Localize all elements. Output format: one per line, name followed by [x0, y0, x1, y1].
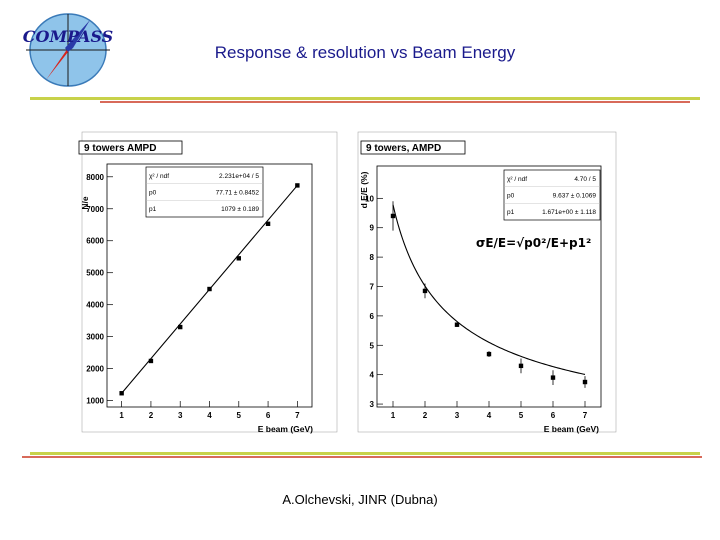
response-header: 9 towers AMPD: [84, 143, 156, 154]
resolution-data-point: [486, 351, 492, 357]
resolution-data-point: [454, 322, 460, 327]
resolution-chart: 9 towers, AMPD 1 2 3 4 5 6 7 3 4 5 6 7 8 9 10 χ² / ndf…: [357, 131, 617, 434]
response-xtick-label: 6: [266, 411, 271, 420]
resolution-ytick-label: 7: [370, 283, 375, 292]
resolution-ytick-label: 4: [370, 371, 375, 380]
response-ytick-label: 2000: [86, 365, 104, 374]
response-xtick-label: 3: [178, 411, 183, 420]
response-xtick-label: 5: [237, 411, 242, 420]
logo-text: COMPASS: [23, 27, 113, 46]
resolution-xtick-label: 1: [391, 411, 396, 420]
response-stat-value: 1079 ± 0.189: [221, 206, 259, 213]
resolution-data-point: [518, 363, 524, 369]
resolution-xtick-label: 6: [551, 411, 556, 420]
resolution-xtick-label: 5: [519, 411, 524, 420]
resolution-ytick-label: 9: [370, 224, 375, 233]
response-data-point: [207, 286, 212, 292]
response-ytick-label: 1000: [86, 397, 104, 406]
resolution-ytick-label: 3: [370, 400, 375, 409]
resolution-data-point: [390, 213, 396, 219]
response-xtick-label: 7: [295, 411, 300, 420]
response-chart: 9 towers AMPD 1 2 3 4 5 6 7 1000 2000 3000 4000 500…: [78, 131, 338, 434]
response-ytick-label: 4000: [86, 301, 104, 310]
resolution-ytick-label: 5: [370, 341, 375, 350]
response-data-point: [236, 256, 241, 261]
response-stat-value: 2.231e+04 / 5: [219, 173, 259, 180]
top-rule: [30, 97, 700, 100]
response-xtick-label: 2: [149, 411, 154, 420]
resolution-stats-box: [503, 169, 601, 221]
resolution-stat-value: 4.70 / 5: [574, 176, 596, 183]
response-ylabel: N/e: [80, 196, 90, 210]
response-data-point: [148, 358, 154, 364]
resolution-ylabel: d E/E (%): [359, 171, 369, 208]
response-ytick-label: 3000: [86, 333, 104, 342]
resolution-ytick-label: 6: [370, 312, 375, 321]
response-stats-box: [145, 166, 264, 218]
bottom-rule-accent: [22, 456, 702, 458]
resolution-header: 9 towers, AMPD: [366, 143, 441, 154]
response-ytick-label: 7000: [86, 205, 104, 214]
response-stat-value: 77.71 ± 0.8452: [216, 190, 260, 197]
resolution-data-point: [550, 375, 556, 380]
resolution-stat-value: 1.671e+00 ± 1.118: [542, 209, 596, 216]
response-ytick-label: 5000: [86, 269, 104, 278]
resolution-xtick-label: 3: [455, 411, 460, 420]
response-data-point: [119, 391, 124, 396]
response-xtick-label: 1: [119, 411, 124, 420]
resolution-header-box: [360, 140, 466, 155]
response-ytick-label: 8000: [86, 173, 104, 182]
resolution-stat-label: p1: [507, 209, 515, 216]
resolution-xtick-label: 2: [423, 411, 428, 420]
slide-footer: A.Olchevski, JINR (Dubna): [282, 492, 438, 507]
resolution-xtick-label: 4: [487, 411, 492, 420]
resolution-xlabel: E beam (GeV): [544, 424, 599, 434]
response-stat-label: p1: [149, 206, 157, 213]
resolution-data-point: [422, 288, 428, 294]
resolution-stat-label: χ² / ndf: [507, 176, 527, 183]
resolution-ytick-label: 10: [365, 194, 374, 203]
response-data-point: [178, 324, 183, 330]
response-xtick-label: 4: [207, 411, 212, 420]
resolution-formula: σE/E=√p0²/E+p1²: [476, 236, 591, 250]
resolution-ytick-label: 8: [370, 253, 375, 262]
bottom-rule: [30, 452, 700, 455]
resolution-stat-value: 9.637 ± 0.1069: [553, 193, 597, 200]
resolution-data-point: [582, 379, 588, 385]
resolution-xtick-label: 7: [583, 411, 588, 420]
compass-logo: COMPASS: [23, 13, 113, 87]
slide-title: Response & resolution vs Beam Energy: [214, 43, 516, 62]
top-rule-accent: [100, 101, 690, 103]
response-xlabel: E beam (GeV): [258, 424, 313, 434]
response-header-box: [78, 140, 183, 155]
response-stat-label: p0: [149, 190, 157, 197]
resolution-stat-label: p0: [507, 193, 515, 200]
response-ytick-label: 6000: [86, 237, 104, 246]
response-stat-label: χ² / ndf: [149, 173, 169, 180]
response-data-point: [295, 183, 300, 188]
response-data-point: [265, 221, 271, 226]
